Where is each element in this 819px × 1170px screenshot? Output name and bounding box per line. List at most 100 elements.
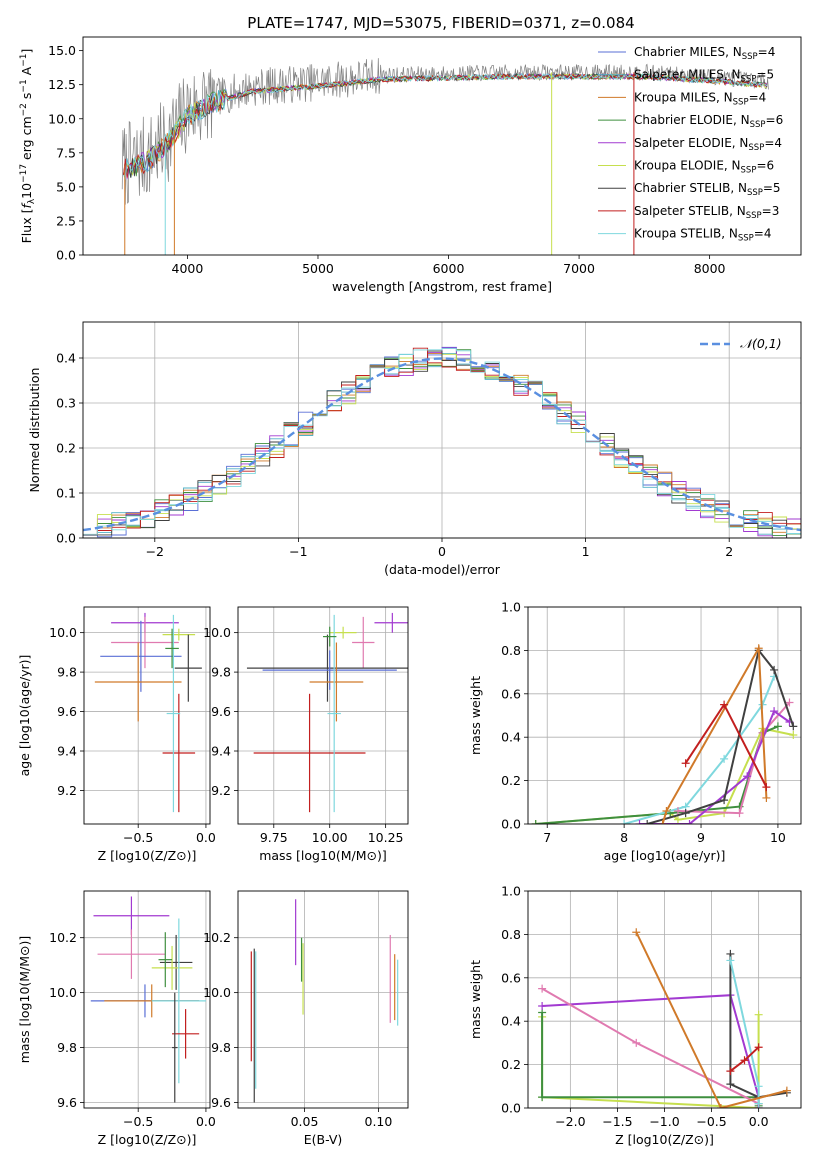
y-tick-label: 0.4	[501, 730, 521, 745]
legend-label: Kroupa MILES, NSSP=4	[634, 90, 766, 107]
weight-point-marker	[632, 928, 641, 937]
x-tick-label: −0.5	[123, 1114, 153, 1129]
y-tick-label: 10.0	[49, 625, 77, 640]
residual-histogram	[83, 350, 801, 538]
x-tick-label: 9.75	[260, 830, 288, 845]
legend-label: Kroupa ELODIE, NSSP=6	[634, 159, 774, 176]
y-tick-label: 10.0	[49, 985, 77, 1000]
weight-point-marker	[770, 665, 779, 674]
y-tick-label: 0.4	[501, 1014, 521, 1029]
weight-point-marker	[735, 809, 744, 818]
y-tick-label: 0.8	[501, 643, 521, 658]
residual-histogram	[83, 347, 801, 535]
y-tick-label: 0.0	[56, 531, 76, 546]
weight-point-marker	[762, 783, 771, 792]
model-spectrum-line	[123, 72, 768, 178]
model-spectrum-line	[123, 73, 768, 181]
weight-point-marker	[743, 772, 752, 781]
residuals-panel: −2 −1 0 1 2 0.0 0.1 0.2 0.3 0.4 (data-model)/error…	[27, 321, 802, 577]
weight-series-line	[541, 987, 760, 1105]
plot-area	[538, 928, 791, 1108]
y-tick-label: 9.8	[211, 1040, 231, 1055]
x-axis-label: E(B-V)	[304, 1132, 343, 1147]
weight-point-marker	[720, 796, 729, 805]
weight-series-line	[541, 1014, 760, 1108]
mass-vs-metallicity-panel: −0.5 0.0 9.6 9.8 10.0 10.2 Z [log10(Z/Z⊙)] mass…	[17, 890, 216, 1147]
figure-title: PLATE=1747, MJD=53075, FIBERID=0371, z=0…	[247, 14, 634, 32]
legend-label: Salpeter ELODIE, NSSP=4	[634, 136, 782, 153]
x-tick-label: 7	[543, 830, 551, 845]
legend-label: Salpeter MILES, NSSP=5	[634, 68, 774, 85]
x-axis-label: Z [log10(Z/Z⊙)]	[98, 1132, 197, 1147]
weight-point-marker	[531, 820, 540, 824]
x-tick-label: 1	[582, 544, 590, 559]
spectrum-panel: 4000 5000 6000 7000 8000 0.0 2.5 5.0 7.5 10.0 12.5…	[19, 36, 802, 294]
y-tick-label: 9.6	[211, 1095, 231, 1110]
weight-point-marker	[785, 698, 794, 707]
x-tick-label: 9	[697, 830, 705, 845]
x-tick-label: −1.0	[649, 1114, 679, 1129]
x-tick-label: 0.10	[365, 1114, 393, 1129]
axes-frame	[82, 36, 802, 256]
weight-vs-metallicity-panel: −2.0 −1.5 −1.0 −0.5 0.0 0.0 0.2 0.4 0.6 0.8 1.0 Z […	[468, 884, 802, 1147]
weight-point-marker	[726, 1080, 735, 1089]
y-tick-label: 10.0	[203, 985, 231, 1000]
x-tick-label: 10.00	[312, 830, 348, 845]
weight-point-marker	[620, 820, 629, 824]
y-axis-label: Normed distribution	[27, 368, 42, 493]
axes-frame	[237, 606, 409, 825]
x-axis-label: Z [log10(Z/Z⊙)]	[98, 848, 197, 863]
weight-point-marker	[635, 820, 644, 824]
axes-frame	[527, 606, 802, 825]
weight-point-marker	[720, 754, 729, 763]
legend-label: 𝒩(0,1)	[740, 336, 782, 351]
weight-point-marker	[673, 815, 682, 824]
weight-point-marker	[538, 1002, 547, 1011]
y-tick-label: 9.6	[57, 704, 77, 719]
y-tick-label: 9.8	[57, 665, 77, 680]
legend-label: Kroupa STELIB, NSSP=4	[634, 227, 772, 244]
legend-label: Salpeter STELIB, NSSP=3	[634, 204, 779, 221]
weight-point-marker	[673, 806, 682, 815]
axes-frame	[83, 606, 211, 825]
y-tick-label: 10.0	[203, 625, 231, 640]
weight-point-marker	[538, 984, 547, 993]
weight-series-line	[541, 1012, 760, 1106]
y-tick-label: 9.2	[57, 783, 77, 798]
weight-series-line	[646, 648, 795, 824]
x-tick-label: 0.0	[196, 1114, 216, 1129]
y-tick-label: 0.0	[501, 817, 521, 832]
age-vs-mass-panel: 9.75 10.00 10.25 9.2 9.4 9.6 9.8 10.0 mass [log1…	[203, 606, 409, 863]
y-tick-label: 0.0	[56, 248, 76, 263]
weight-point-marker	[789, 731, 798, 740]
plot-area	[250, 899, 399, 1103]
y-tick-label: 9.6	[211, 704, 231, 719]
weight-point-marker	[662, 806, 671, 815]
plot-area	[90, 896, 206, 1103]
weight-series-line	[635, 931, 788, 1108]
weight-series-line	[542, 994, 760, 1108]
weight-point-marker	[632, 1038, 641, 1047]
mass-vs-ebv-panel: 0.05 0.10 9.6 9.8 10.0 10.2 E(B-V)	[203, 890, 409, 1147]
y-tick-label: 1.0	[501, 600, 521, 615]
weight-point-marker	[754, 1043, 763, 1052]
plot-area	[121, 58, 769, 255]
x-tick-label: 0	[438, 544, 446, 559]
y-tick-label: 10.2	[49, 930, 77, 945]
x-tick-label: 2	[725, 544, 733, 559]
weight-series-line	[535, 727, 794, 824]
weight-point-marker	[658, 820, 667, 824]
weight-point-marker	[782, 1086, 791, 1095]
x-tick-label: 0.05	[291, 1114, 319, 1129]
y-tick-label: 0.2	[501, 1057, 521, 1072]
x-axis-label: age [log10(age/yr)]	[604, 848, 726, 863]
plot-area	[531, 644, 798, 824]
x-tick-label: 4000	[172, 261, 204, 276]
weight-series-line	[661, 644, 768, 824]
y-tick-label: 0.8	[501, 927, 521, 942]
y-tick-label: 12.5	[48, 77, 76, 92]
y-tick-label: 1.0	[501, 884, 521, 899]
y-tick-label: 9.2	[211, 783, 231, 798]
x-tick-label: 0.0	[196, 830, 216, 845]
